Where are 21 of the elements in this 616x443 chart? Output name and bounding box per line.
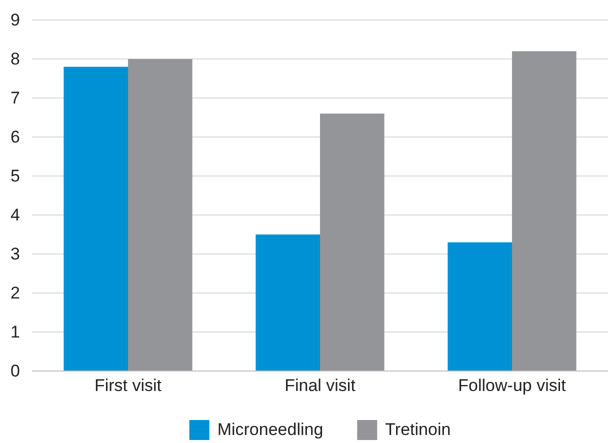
- bar: [64, 66, 128, 371]
- bar: [512, 51, 576, 371]
- y-tick-label: 2: [10, 283, 20, 302]
- y-tick-label: 5: [10, 166, 20, 186]
- y-tick-label: 3: [10, 244, 20, 264]
- x-tick-label: Final visit: [284, 376, 356, 396]
- legend-label: Tretinoin: [385, 420, 451, 439]
- bar: [448, 242, 512, 371]
- y-tick-label: 0: [10, 361, 20, 380]
- y-tick-label: 9: [10, 10, 20, 30]
- x-tick-label: First visit: [94, 376, 162, 396]
- x-tick-label: Follow-up visit: [458, 376, 566, 396]
- y-tick-label: 4: [10, 205, 20, 224]
- y-tick-label: 7: [10, 88, 20, 108]
- y-tick-label: 8: [10, 49, 20, 68]
- bar: [320, 114, 384, 371]
- bar: [256, 234, 320, 371]
- y-tick-label: 6: [10, 127, 20, 146]
- legend-label: Microneedling: [217, 420, 324, 439]
- bar: [128, 59, 192, 371]
- y-tick-label: 1: [10, 322, 20, 342]
